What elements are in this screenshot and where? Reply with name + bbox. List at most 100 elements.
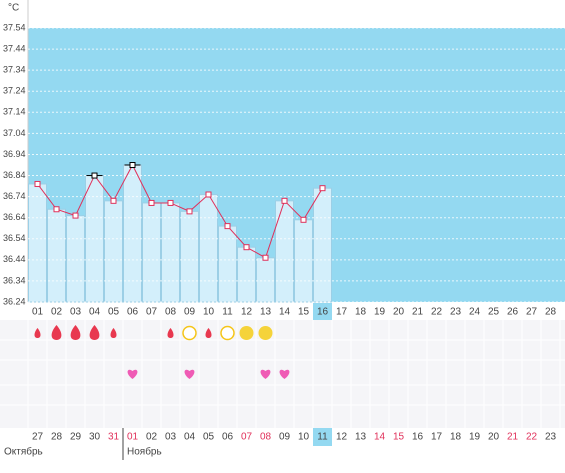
drop-icon bbox=[34, 328, 41, 338]
temp-bar bbox=[313, 187, 332, 303]
day-label: 10 bbox=[203, 307, 215, 318]
temp-line bbox=[37, 163, 323, 259]
day-label: 21 bbox=[412, 307, 424, 318]
day-label: 16 bbox=[317, 307, 329, 318]
heart-icon bbox=[279, 369, 290, 379]
day-label: 18 bbox=[355, 307, 367, 318]
temp-bar bbox=[275, 200, 294, 303]
heart-icon bbox=[127, 369, 138, 379]
day-label: 27 bbox=[526, 307, 538, 318]
date-label: 01 bbox=[127, 432, 139, 443]
day-label: 20 bbox=[393, 307, 405, 318]
day-label: 08 bbox=[165, 307, 177, 318]
temp-bar bbox=[47, 208, 66, 303]
date-label: 04 bbox=[184, 432, 196, 443]
y-tick-label: 36.74 bbox=[3, 191, 26, 201]
date-label: 21 bbox=[507, 432, 519, 443]
drop-icon bbox=[89, 325, 100, 340]
temp-marker bbox=[34, 180, 41, 187]
y-tick-label: 37.44 bbox=[3, 43, 26, 53]
day-label: 05 bbox=[108, 307, 120, 318]
temp-marker bbox=[110, 197, 117, 204]
heart-icon bbox=[184, 369, 195, 379]
temp-marker bbox=[300, 216, 307, 223]
circle-icon bbox=[182, 325, 197, 341]
temp-marker bbox=[243, 244, 250, 251]
day-label: 12 bbox=[241, 307, 253, 318]
date-label: 14 bbox=[374, 432, 386, 443]
circle-icon bbox=[258, 326, 273, 340]
y-tick-label: 37.24 bbox=[3, 86, 26, 96]
date-label: 11 bbox=[317, 432, 328, 443]
day-label: 22 bbox=[431, 307, 443, 318]
date-label: 07 bbox=[241, 432, 253, 443]
temp-marker bbox=[319, 185, 326, 192]
y-tick-label: 36.24 bbox=[3, 296, 26, 306]
month-label: Ноябрь bbox=[127, 446, 162, 458]
date-label: 02 bbox=[146, 432, 158, 443]
day-label: 25 bbox=[488, 307, 500, 318]
y-tick-label: 37.34 bbox=[3, 65, 26, 75]
unit-label: °C bbox=[8, 3, 19, 14]
selected-day-bg bbox=[313, 303, 332, 320]
selected-date-bg bbox=[313, 428, 332, 446]
date-label: 30 bbox=[89, 432, 101, 443]
date-label: 15 bbox=[393, 432, 405, 443]
date-label: 03 bbox=[165, 432, 177, 443]
y-tick-label: 36.84 bbox=[3, 170, 26, 180]
temp-marker bbox=[72, 212, 79, 219]
temp-marker bbox=[224, 223, 231, 230]
day-label: 06 bbox=[127, 307, 139, 318]
day-label: 13 bbox=[260, 307, 272, 318]
drop-icon bbox=[167, 328, 174, 338]
day-label: 26 bbox=[507, 307, 519, 318]
day-label: 19 bbox=[374, 307, 386, 318]
date-label: 10 bbox=[298, 432, 310, 443]
date-label: 13 bbox=[355, 432, 367, 443]
day-label: 23 bbox=[450, 307, 462, 318]
temp-bar bbox=[237, 246, 256, 303]
temp-marker bbox=[167, 199, 174, 206]
y-tick-label: 36.54 bbox=[3, 233, 26, 243]
temp-marker bbox=[129, 162, 136, 168]
day-label: 09 bbox=[184, 307, 196, 318]
month-label: Октябрь bbox=[4, 446, 43, 458]
date-label: 06 bbox=[222, 432, 234, 443]
day-label: 07 bbox=[146, 307, 158, 318]
day-label: 11 bbox=[222, 307, 233, 318]
y-tick-label: 36.44 bbox=[3, 254, 26, 264]
temp-marker bbox=[91, 172, 98, 179]
temp-bar bbox=[199, 194, 218, 303]
temp-bar bbox=[218, 225, 237, 303]
drop-icon bbox=[205, 328, 212, 338]
day-label: 01 bbox=[32, 307, 44, 318]
circle-icon bbox=[239, 326, 254, 340]
date-label: 20 bbox=[488, 432, 500, 443]
date-label: 29 bbox=[70, 432, 82, 443]
temp-bar bbox=[180, 210, 199, 303]
date-label: 08 bbox=[260, 432, 272, 443]
temp-bar bbox=[256, 257, 275, 303]
y-tick-label: 37.14 bbox=[3, 107, 26, 117]
temp-marker bbox=[262, 254, 269, 261]
day-label: 17 bbox=[336, 307, 348, 318]
temp-bar bbox=[294, 219, 313, 303]
date-label: 27 bbox=[32, 432, 44, 443]
date-label: 16 bbox=[412, 432, 424, 443]
day-label: 24 bbox=[469, 307, 481, 318]
temp-marker bbox=[148, 199, 155, 206]
temp-bar bbox=[104, 200, 123, 303]
y-tick-label: 37.04 bbox=[3, 128, 26, 138]
date-label: 23 bbox=[545, 432, 557, 443]
y-tick-label: 36.94 bbox=[3, 149, 26, 159]
y-tick-label: 37.54 bbox=[3, 22, 26, 32]
date-label: 18 bbox=[450, 432, 462, 443]
day-label: 03 bbox=[70, 307, 82, 318]
date-label: 22 bbox=[526, 432, 538, 443]
heart-icon bbox=[260, 369, 271, 379]
circle-icon bbox=[220, 325, 235, 341]
y-tick-label: 36.64 bbox=[3, 212, 26, 222]
temp-marker bbox=[186, 208, 193, 215]
temp-bar bbox=[28, 183, 47, 303]
